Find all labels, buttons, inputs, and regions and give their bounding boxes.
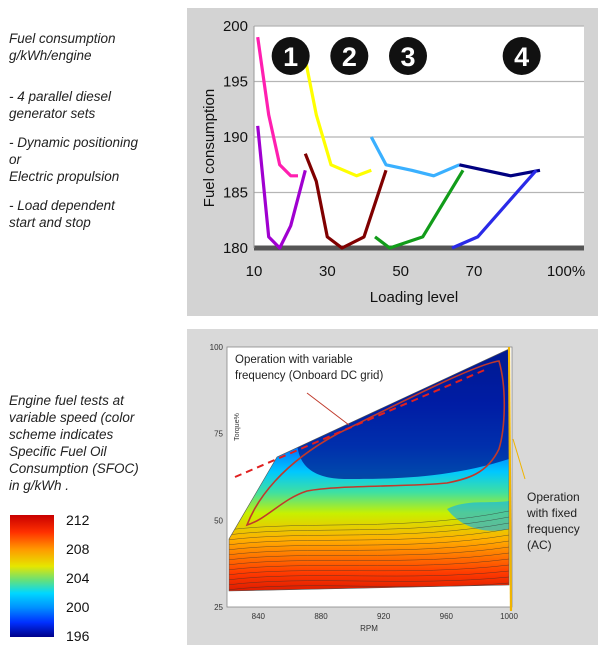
variable-frequency-annotation: Operation with variable frequency (Onboa… — [235, 354, 383, 382]
annotation-pointer — [306, 392, 350, 426]
bullet-item: - Load dependent start and stop — [9, 198, 115, 230]
bullet-list: - 4 parallel diesel generator sets - Dyn… — [9, 88, 138, 231]
consumption-series-line-4 — [303, 153, 388, 250]
sfoc-contour — [229, 570, 509, 581]
regime-marker-3 — [389, 37, 427, 75]
sfoc-contour — [229, 522, 509, 541]
consumption-series-line-8 — [451, 169, 538, 250]
colorbar-label: 204 — [66, 570, 90, 586]
x-tick-label: 100% — [547, 263, 585, 280]
sfoc-contour — [229, 546, 509, 561]
x-tick-label: 10 — [246, 263, 263, 280]
sfoc-contour — [229, 582, 509, 591]
sfoc-contour — [229, 552, 509, 566]
regime-label: 2 — [342, 42, 357, 72]
colorbar-label: 196 — [66, 628, 90, 644]
y-tick-label: 200 — [223, 18, 248, 35]
colorbar-label: 208 — [66, 541, 90, 557]
sfoc-contour — [229, 576, 509, 586]
fuel-consumption-note: Fuel consumption g/kWh/engine — [9, 30, 116, 64]
optimal-operation-line — [234, 368, 488, 478]
regime-marker-2 — [330, 37, 369, 75]
sfoc-contour — [229, 564, 509, 576]
torque-tick-label: 100 — [210, 343, 224, 352]
colorbar-label: 212 — [66, 512, 90, 528]
torque-tick-label: 50 — [214, 516, 223, 525]
fixed-frequency-line — [507, 346, 513, 612]
torque-tick-label: 75 — [214, 430, 223, 439]
sfoc-heatmap-chart: Operation with variable frequency (Onboa… — [210, 343, 583, 633]
torque-axis-title: Torque% — [234, 413, 241, 441]
sfoc-colorbar — [10, 515, 54, 637]
regime-label: 3 — [400, 42, 415, 72]
sfoc-contour — [229, 516, 509, 536]
y-axis-title: Fuel consumption — [201, 89, 218, 207]
rpm-tick-label: 840 — [252, 612, 266, 621]
torque-tick-label: 25 — [214, 603, 223, 612]
y-tick-label: 195 — [223, 74, 248, 91]
x-tick-label: 50 — [392, 263, 409, 280]
regime-label: 4 — [514, 42, 529, 72]
consumption-series-line-3 — [303, 58, 372, 178]
x-axis-title: Loading level — [370, 289, 458, 306]
x-tick-label: 30 — [319, 263, 336, 280]
bullet-item: - 4 parallel diesel generator sets — [9, 89, 112, 121]
consumption-series-line-1 — [256, 36, 298, 178]
x-tick-label: 70 — [466, 263, 483, 280]
rpm-tick-label: 880 — [314, 612, 328, 621]
fuel-consumption-chart: 180 185 190 195 200 10 30 50 70 100% 1 2 3 4 Fuel co… — [201, 18, 585, 306]
y-tick-label: 185 — [223, 185, 248, 202]
fuel-consumption-chart-panel: 180 185 190 195 200 10 30 50 70 100% 1 2 3 4 Fuel co… — [187, 8, 598, 316]
sfoc-contour — [229, 528, 509, 546]
consumption-series-line-2 — [256, 125, 307, 250]
fuel-consumption-title: Fuel consumption g/kWh/engine — [9, 31, 116, 63]
consumption-series-line-7 — [458, 163, 541, 178]
consumption-series-line-5 — [369, 136, 460, 178]
sfoc-contour — [229, 558, 509, 571]
regime-marker-4 — [502, 37, 541, 75]
engine-tests-text: Engine fuel tests at variable speed (col… — [9, 393, 139, 493]
regime-marker-1 — [271, 37, 310, 75]
annotation-pointer — [512, 438, 526, 480]
fixed-frequency-annotation: Operation with fixed frequency (AC) — [526, 490, 583, 552]
rpm-tick-label: 920 — [377, 612, 391, 621]
rpm-tick-label: 1000 — [500, 612, 518, 621]
consumption-series-line-6 — [374, 169, 465, 250]
sfoc-contour — [229, 540, 509, 556]
engine-tests-note: Engine fuel tests at variable speed (col… — [9, 392, 139, 494]
sfoc-contour — [229, 534, 509, 551]
y-tick-label: 190 — [223, 129, 248, 146]
colorbar-label: 200 — [66, 599, 90, 615]
regime-label: 1 — [283, 42, 298, 72]
bullet-item: - Dynamic positioning or Electric propul… — [9, 135, 139, 184]
rpm-axis-title: RPM — [360, 624, 378, 633]
rpm-tick-label: 960 — [440, 612, 454, 621]
sfoc-heatmap-panel: Operation with variable frequency (Onboa… — [187, 329, 598, 645]
y-tick-label: 180 — [223, 240, 248, 257]
sfoc-contour — [229, 510, 509, 531]
